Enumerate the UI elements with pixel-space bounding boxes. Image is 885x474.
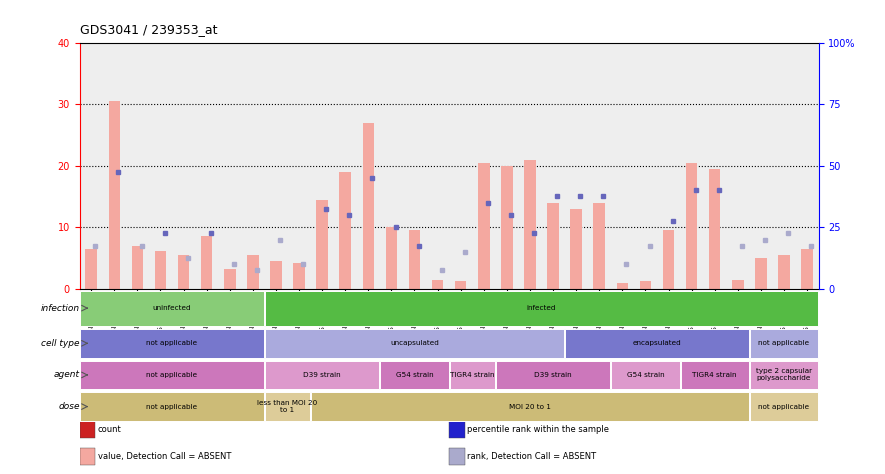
Bar	[265, 329, 564, 357]
Bar	[432, 280, 443, 289]
Bar	[450, 448, 465, 465]
Bar	[201, 237, 212, 289]
Text: dose: dose	[58, 402, 80, 411]
Bar	[81, 361, 264, 389]
Bar	[178, 255, 189, 289]
Bar	[732, 280, 743, 289]
Bar	[86, 249, 97, 289]
Text: G54 strain: G54 strain	[396, 372, 434, 378]
Text: TIGR4 strain: TIGR4 strain	[692, 372, 737, 378]
Bar	[265, 361, 380, 389]
Bar	[612, 361, 680, 389]
Text: rank, Detection Call = ABSENT: rank, Detection Call = ABSENT	[467, 452, 596, 461]
Bar	[311, 392, 749, 421]
Bar	[109, 101, 120, 289]
Bar	[750, 329, 818, 357]
Bar	[750, 361, 818, 389]
Text: D39 strain: D39 strain	[304, 372, 341, 378]
Bar	[478, 163, 489, 289]
Bar	[496, 361, 611, 389]
Bar	[640, 282, 651, 289]
Text: not applicable: not applicable	[758, 340, 810, 346]
Bar	[570, 209, 582, 289]
Text: encapsulated: encapsulated	[633, 340, 681, 346]
Bar	[81, 291, 264, 326]
Text: infection: infection	[41, 304, 80, 313]
Text: TIGR4 strain: TIGR4 strain	[450, 372, 495, 378]
Bar	[81, 392, 264, 421]
Bar	[594, 203, 605, 289]
Bar	[501, 166, 512, 289]
Bar	[386, 227, 397, 289]
Bar	[750, 392, 818, 421]
Text: cell type: cell type	[41, 339, 80, 348]
Text: value, Detection Call = ABSENT: value, Detection Call = ABSENT	[97, 452, 231, 461]
Bar	[80, 448, 96, 465]
Text: G54 strain: G54 strain	[627, 372, 665, 378]
Bar	[409, 230, 420, 289]
Bar	[455, 282, 466, 289]
Bar	[686, 163, 697, 289]
Bar	[801, 249, 812, 289]
Bar	[80, 421, 96, 438]
Text: not applicable: not applicable	[146, 340, 197, 346]
Bar	[778, 255, 789, 289]
Bar	[316, 200, 328, 289]
Bar	[224, 269, 235, 289]
Bar	[709, 169, 720, 289]
Bar	[755, 258, 766, 289]
Bar	[547, 203, 558, 289]
Text: not applicable: not applicable	[146, 403, 197, 410]
Text: D39 strain: D39 strain	[535, 372, 572, 378]
Bar	[340, 172, 351, 289]
Bar	[381, 361, 449, 389]
Bar	[450, 421, 465, 438]
Bar	[681, 361, 749, 389]
Text: not applicable: not applicable	[758, 403, 810, 410]
Text: infected: infected	[527, 305, 557, 311]
Bar	[617, 283, 628, 289]
Text: GDS3041 / 239353_at: GDS3041 / 239353_at	[80, 23, 217, 36]
Bar	[155, 251, 166, 289]
Text: less than MOI 20
to 1: less than MOI 20 to 1	[258, 400, 318, 413]
Bar	[270, 261, 281, 289]
Bar	[132, 246, 143, 289]
Text: uncapsulated: uncapsulated	[390, 340, 439, 346]
Text: uninfected: uninfected	[153, 305, 191, 311]
Bar	[247, 255, 258, 289]
Bar	[81, 329, 264, 357]
Bar	[265, 291, 818, 326]
Bar	[265, 392, 310, 421]
Text: MOI 20 to 1: MOI 20 to 1	[509, 403, 550, 410]
Bar	[450, 361, 495, 389]
Bar	[524, 160, 535, 289]
Text: not applicable: not applicable	[146, 372, 197, 378]
Bar	[363, 123, 374, 289]
Text: count: count	[97, 425, 121, 434]
Bar	[293, 263, 304, 289]
Text: percentile rank within the sample: percentile rank within the sample	[467, 425, 609, 434]
Text: agent: agent	[54, 371, 80, 379]
Bar	[565, 329, 749, 357]
Text: type 2 capsular
polysaccharide: type 2 capsular polysaccharide	[756, 368, 812, 382]
Bar	[663, 230, 674, 289]
